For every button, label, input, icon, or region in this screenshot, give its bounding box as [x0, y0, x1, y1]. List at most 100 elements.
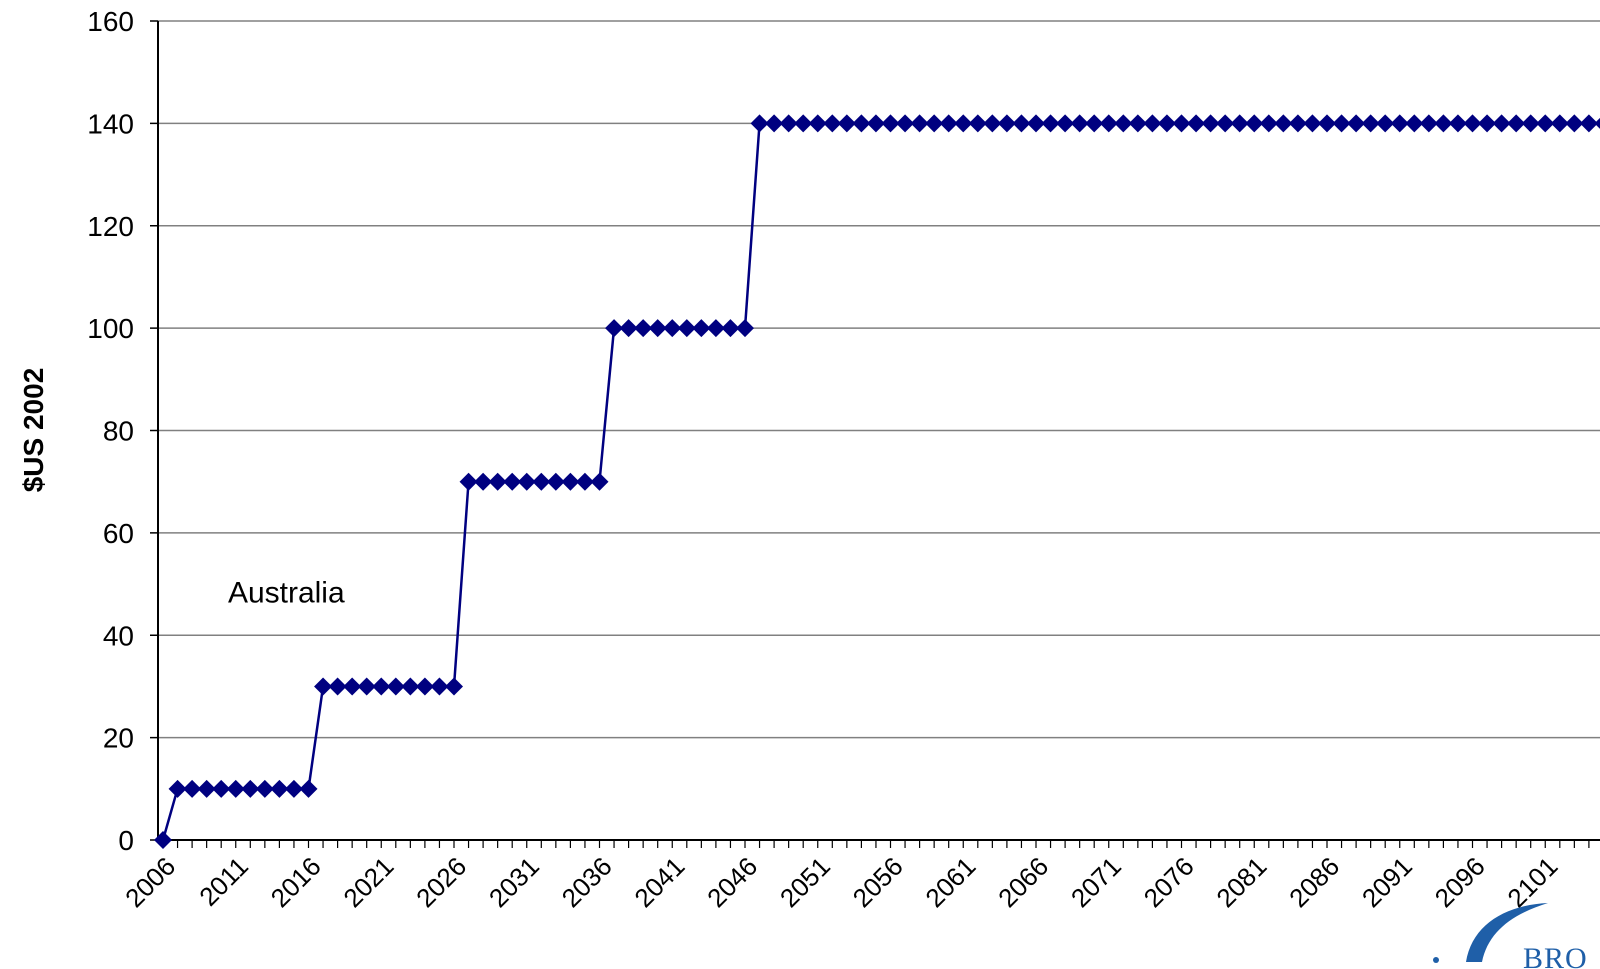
data-point-marker: [736, 319, 754, 338]
data-point-marker: [1507, 114, 1526, 133]
data-point-marker: [343, 677, 362, 696]
data-point-marker: [590, 472, 609, 491]
data-point-marker: [154, 831, 172, 849]
data-point-marker: [1288, 114, 1307, 133]
data-point-marker: [1419, 114, 1438, 133]
data-point-marker: [1448, 114, 1467, 133]
data-point-marker: [721, 319, 740, 338]
data-point-marker: [837, 114, 856, 133]
y-tick-label: 100: [87, 313, 134, 344]
data-point-marker: [1594, 117, 1600, 129]
x-tick-label: 2061: [919, 851, 981, 913]
data-point-marker: [939, 114, 958, 133]
data-point-marker: [881, 114, 900, 133]
y-tick-label: 140: [87, 108, 134, 139]
data-point-marker: [459, 472, 478, 491]
data-point-marker: [866, 114, 885, 133]
x-tick-label: 2011: [193, 851, 254, 912]
data-point-marker: [546, 472, 565, 491]
data-point-marker: [1027, 114, 1045, 133]
gridlines: [150, 20, 1600, 841]
data-point-marker: [299, 779, 318, 798]
x-tick-label: 2056: [847, 851, 909, 913]
y-tick-label: 60: [103, 518, 134, 549]
y-tick-label: 120: [87, 211, 134, 242]
data-point-marker: [619, 319, 638, 338]
data-point-marker: [1245, 114, 1264, 133]
data-point-marker: [1085, 114, 1104, 133]
data-point-marker: [474, 472, 493, 491]
data-point-marker: [1187, 114, 1206, 133]
data-point-marker: [226, 779, 245, 798]
axes: [157, 21, 1600, 841]
series-australia: [154, 114, 1600, 849]
logo-text: BRO: [1523, 942, 1588, 969]
data-point-marker: [1565, 114, 1584, 133]
x-tick-label: 2096: [1429, 851, 1491, 913]
data-point-marker: [997, 114, 1016, 133]
data-point-marker: [415, 677, 434, 696]
data-point-marker: [1405, 114, 1424, 133]
x-ticks: 2006 2011 2016 2021 2026 2031 2036 2041 2046 2051…: [119, 840, 1590, 913]
x-tick-label: 2021: [337, 851, 399, 913]
data-point-marker: [1114, 114, 1133, 133]
x-tick-label: 2051: [774, 851, 836, 913]
data-point-marker: [1347, 114, 1366, 133]
data-point-marker: [1521, 114, 1540, 133]
data-point-marker: [925, 114, 944, 133]
data-point-marker: [1172, 114, 1191, 133]
data-point-marker: [954, 114, 973, 133]
data-point-marker: [168, 779, 187, 798]
data-point-marker: [270, 779, 289, 798]
data-point-marker: [1099, 114, 1118, 133]
data-point-marker: [1143, 114, 1162, 133]
data-point-marker: [255, 779, 274, 798]
data-point-marker: [445, 677, 463, 696]
data-point-marker: [1274, 114, 1293, 133]
y-tick-label: 160: [87, 6, 134, 37]
data-point-marker: [1376, 114, 1395, 133]
data-point-marker: [1463, 114, 1482, 133]
data-point-marker: [750, 114, 769, 133]
data-point-marker: [1259, 114, 1278, 133]
x-tick-label: 2036: [556, 851, 618, 913]
x-tick-label: 2016: [265, 851, 327, 913]
data-point-marker: [183, 779, 202, 798]
y-tick-labels: 0 20 40 60 80 100 120 140 160: [87, 6, 134, 856]
data-point-marker: [314, 677, 333, 696]
data-point-marker: [1128, 114, 1147, 133]
data-point-marker: [823, 114, 842, 133]
data-point-marker: [706, 319, 725, 338]
data-point-marker: [284, 779, 303, 798]
x-tick-label: 2046: [701, 851, 763, 913]
series-line: [161, 122, 1600, 841]
data-point-marker: [648, 319, 667, 338]
data-point-marker: [212, 779, 231, 798]
data-point-marker: [532, 472, 551, 491]
data-point-marker: [1012, 114, 1031, 133]
x-tick-label: 2101: [1501, 851, 1563, 913]
data-point-marker: [634, 319, 653, 338]
data-point-marker: [1390, 114, 1409, 133]
data-point-marker: [1303, 114, 1322, 133]
data-point-marker: [1478, 114, 1497, 133]
logo-swoosh: [1466, 903, 1548, 962]
data-point-marker: [517, 472, 536, 491]
data-point-marker: [1318, 114, 1336, 133]
data-point-marker: [561, 472, 580, 491]
data-point-marker: [241, 779, 260, 798]
y-tick-label: 80: [103, 416, 134, 447]
data-point-marker: [808, 114, 827, 133]
data-point-marker: [197, 779, 216, 798]
y-tick-label: 40: [103, 620, 134, 651]
data-point-marker: [372, 677, 391, 696]
data-point-marker: [1536, 114, 1555, 133]
data-point-marker: [1332, 114, 1351, 133]
data-point-marker: [1579, 114, 1598, 133]
x-tick-label: 2081: [1210, 851, 1272, 913]
x-tick-label: 2086: [1283, 851, 1345, 913]
logo-dot: [1433, 957, 1439, 963]
data-point-marker: [765, 114, 784, 133]
data-point-marker: [1492, 114, 1511, 133]
